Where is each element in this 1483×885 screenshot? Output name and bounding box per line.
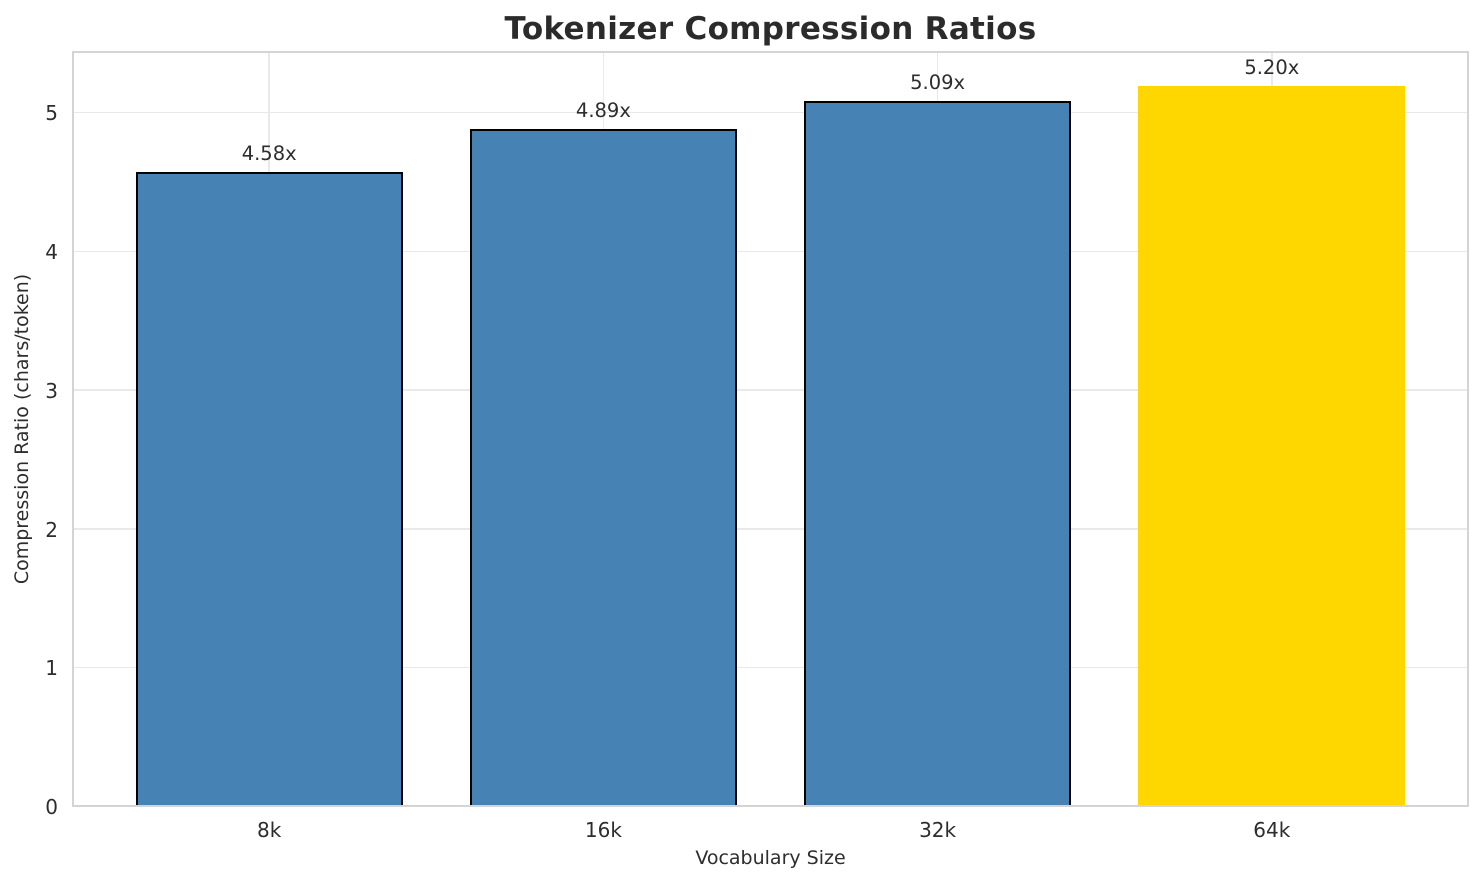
y-tick-label: 3	[45, 378, 58, 403]
x-tick-label: 8k	[257, 818, 282, 842]
bar-value-label: 4.58x	[241, 141, 297, 165]
chart-title: Tokenizer Compression Ratios	[504, 11, 1037, 47]
x-tick-label: 16k	[584, 818, 622, 842]
bar-32k	[803, 100, 1072, 807]
bar-8k	[135, 171, 403, 807]
x-axis-label: Vocabulary Size	[695, 847, 846, 869]
x-tick-label: 32k	[919, 818, 957, 842]
y-tick-label: 0	[45, 795, 58, 819]
h-gridline	[72, 528, 1469, 530]
plot-area: 4.58x 4.89x 5.09x 5.20x	[72, 51, 1469, 807]
bar-16k	[469, 128, 738, 807]
h-gridline	[72, 666, 1469, 669]
y-tick-label: 4	[45, 240, 58, 265]
h-gridline	[72, 389, 1469, 391]
y-tick-label: 2	[45, 517, 58, 542]
bar-value-label: 4.89x	[575, 98, 631, 122]
bar-64k	[1138, 85, 1406, 807]
h-gridline	[72, 111, 1469, 114]
h-gridline	[72, 250, 1469, 253]
bar-value-label: 5.20x	[1244, 55, 1300, 79]
y-tick-label: 1	[45, 656, 58, 681]
y-tick-label: 5	[45, 101, 58, 126]
x-tick-label: 64k	[1253, 818, 1291, 842]
bar-value-label: 5.09x	[910, 70, 966, 94]
